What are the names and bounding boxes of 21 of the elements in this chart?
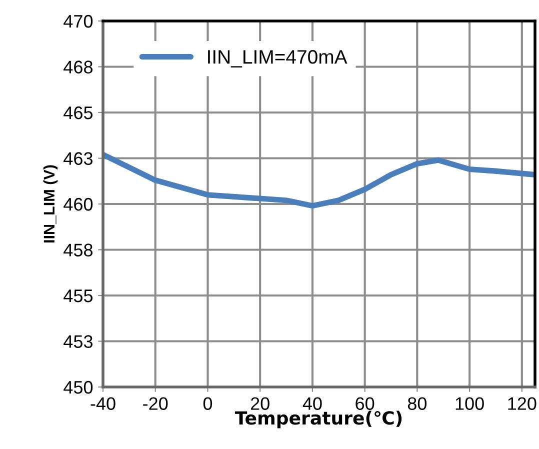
x-tick-label: -40 bbox=[90, 397, 116, 410]
y-tick-label: 458 bbox=[64, 244, 92, 256]
y-tick-label: 455 bbox=[64, 290, 93, 302]
y-tick-label: 465 bbox=[64, 106, 93, 120]
legend-label: IIN_LIM=470mA bbox=[208, 50, 348, 68]
y-tick-label: 470 bbox=[64, 14, 93, 28]
y-tick-label: 450 bbox=[64, 380, 93, 394]
y-tick-label: 468 bbox=[64, 60, 92, 74]
x-tick-label: -20 bbox=[143, 397, 168, 410]
x-tick-label: 100 bbox=[456, 397, 484, 410]
y-tick-label: 453 bbox=[64, 335, 92, 348]
y-tick-label: 463 bbox=[64, 152, 92, 165]
x-tick-label: 120 bbox=[508, 397, 536, 410]
x-axis-title: Temperature(℃) bbox=[234, 410, 402, 428]
y-axis-title: IIN_LIM (V) bbox=[43, 165, 58, 242]
x-tick-label: 0 bbox=[203, 397, 212, 410]
x-tick-label: 80 bbox=[408, 397, 427, 410]
x-tick-label: 20 bbox=[250, 397, 270, 410]
x-tick-label: 60 bbox=[356, 397, 374, 410]
x-tick-label: 40 bbox=[302, 397, 322, 410]
y-tick-label: 460 bbox=[64, 198, 93, 211]
